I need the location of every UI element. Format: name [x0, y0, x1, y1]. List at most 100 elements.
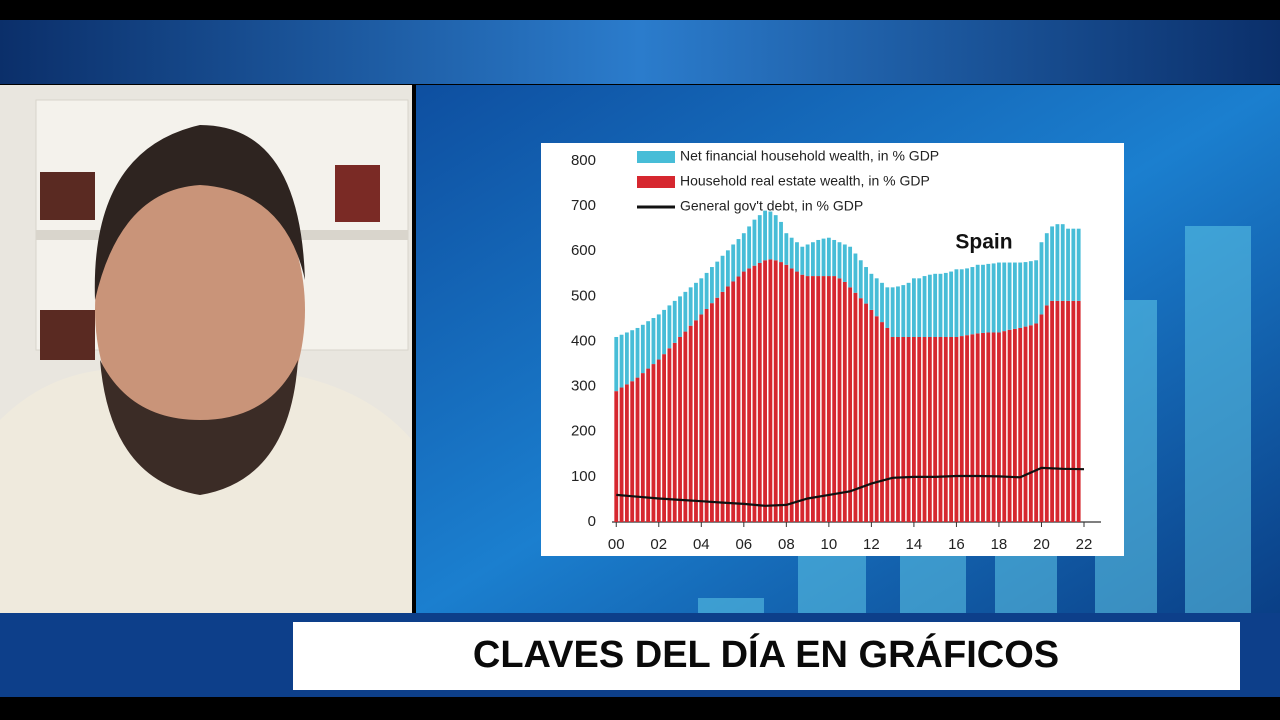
chart: 0 100 200 300 400 500 600 700 800 00 02 04 06 08 10 12 1… — [571, 148, 1101, 553]
bar — [741, 233, 746, 272]
bar — [800, 274, 805, 522]
bar — [688, 287, 693, 326]
bar — [896, 336, 900, 522]
bar — [885, 327, 890, 522]
y-tick-label: 0 — [588, 513, 596, 530]
bar — [981, 332, 985, 522]
bar — [917, 278, 922, 337]
bar — [959, 269, 964, 337]
decor-bar — [1185, 226, 1251, 613]
bar — [848, 246, 853, 288]
legend-swatch — [637, 151, 675, 163]
y-tick-label: 600 — [571, 242, 596, 259]
bar — [922, 276, 927, 337]
bar — [874, 278, 879, 317]
x-tick-label: 06 — [735, 536, 752, 553]
decor-bar — [900, 555, 966, 613]
bar — [858, 260, 863, 299]
bar — [1076, 228, 1081, 301]
bar — [715, 261, 720, 298]
bar — [656, 359, 661, 522]
bar — [662, 354, 667, 522]
bar — [678, 336, 682, 522]
bar — [624, 384, 629, 522]
bar — [773, 215, 778, 261]
bar — [736, 276, 741, 522]
bar — [789, 237, 794, 269]
bar — [1007, 329, 1012, 522]
bar — [662, 309, 667, 355]
line — [616, 466, 1085, 507]
bar — [683, 331, 688, 522]
bar — [694, 320, 698, 522]
bar — [725, 250, 730, 287]
bar — [694, 282, 698, 321]
bar — [1039, 242, 1044, 315]
y-tick-label: 300 — [571, 378, 596, 395]
bar — [651, 318, 656, 365]
bar — [704, 272, 709, 310]
bar — [864, 303, 868, 522]
bar — [986, 332, 991, 522]
x-tick-label: 20 — [1033, 536, 1050, 553]
bar — [837, 278, 842, 522]
bar — [1034, 323, 1039, 522]
bar — [970, 267, 975, 335]
bar — [1076, 300, 1081, 522]
books — [40, 172, 95, 220]
bar — [795, 271, 799, 522]
x-tick-label: 12 — [863, 536, 880, 553]
bar — [704, 309, 709, 522]
bar — [1023, 326, 1028, 522]
bar — [975, 264, 980, 334]
bar — [741, 271, 746, 522]
bar — [965, 335, 969, 522]
bar — [970, 334, 975, 522]
bar — [842, 281, 847, 522]
bar — [763, 210, 767, 261]
bar — [858, 298, 863, 522]
bar — [672, 300, 677, 343]
bar — [927, 274, 932, 337]
bar — [821, 276, 826, 522]
bar — [736, 239, 741, 277]
bar — [752, 265, 757, 522]
bar — [1002, 331, 1007, 522]
bar — [991, 332, 996, 522]
bar — [747, 226, 752, 269]
books — [40, 310, 95, 360]
bar — [954, 269, 959, 337]
bar — [784, 233, 789, 265]
bar — [779, 262, 783, 522]
bar — [731, 281, 736, 522]
x-tick-label: 08 — [778, 536, 795, 553]
bar — [640, 324, 645, 374]
bar — [1007, 262, 1012, 330]
bar — [624, 332, 629, 385]
bar — [768, 211, 773, 260]
legend-label: Net financial household wealth, in % GDP — [680, 148, 939, 164]
bar — [1012, 262, 1017, 329]
y-tick-label: 800 — [571, 152, 596, 169]
bar — [842, 244, 847, 282]
bar — [773, 260, 778, 522]
bar — [720, 255, 725, 292]
bar — [943, 272, 948, 337]
bar — [784, 264, 789, 522]
bar — [954, 336, 959, 522]
bar — [911, 336, 916, 522]
bar — [656, 314, 661, 360]
bar — [826, 276, 831, 522]
bar — [832, 239, 837, 277]
y-tick-label: 700 — [571, 197, 596, 214]
legend-swatch — [637, 176, 675, 188]
bar — [635, 327, 640, 378]
x-tick-label: 18 — [991, 536, 1008, 553]
bar — [1002, 262, 1007, 332]
bar — [651, 364, 656, 522]
bar — [672, 342, 677, 522]
y-tick-label: 100 — [571, 468, 596, 485]
x-tick-label: 04 — [693, 536, 710, 553]
